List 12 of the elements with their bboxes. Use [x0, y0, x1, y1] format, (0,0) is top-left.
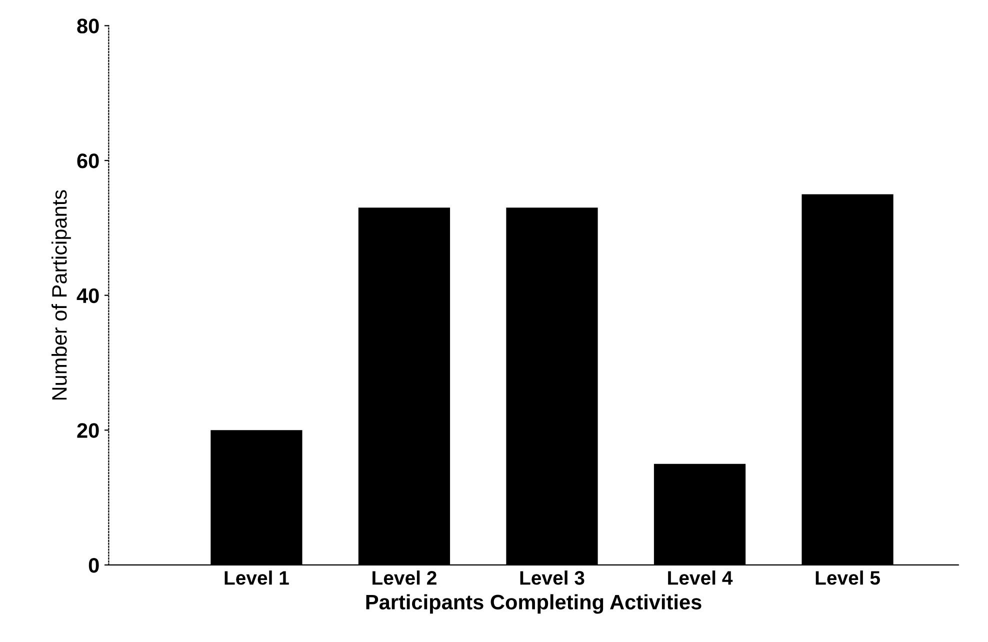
y-tick-label: 40 — [76, 288, 99, 304]
x-tick-label: Level 5 — [816, 570, 880, 585]
x-axis-title: Participants Completing Activities — [366, 594, 702, 614]
x-tick-label: Level 4 — [668, 570, 733, 585]
y-tick-label: 0 — [88, 558, 99, 573]
x-tick-label: Level 3 — [520, 570, 584, 585]
x-tick-label: Level 1 — [224, 570, 289, 585]
y-tick-label: 20 — [77, 423, 99, 438]
x-tick-label: Level 2 — [372, 570, 436, 585]
y-tick-label: 60 — [77, 154, 99, 168]
y-tick-label: 80 — [77, 18, 99, 34]
y-axis-title: Number of Participants — [52, 190, 71, 400]
